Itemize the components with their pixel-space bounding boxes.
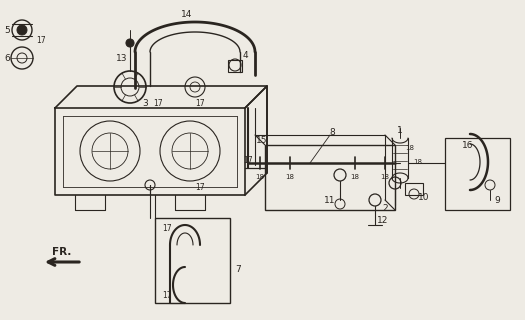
Text: FR.: FR. bbox=[52, 247, 72, 257]
Text: 11: 11 bbox=[324, 196, 336, 204]
Circle shape bbox=[126, 39, 134, 47]
Text: 18: 18 bbox=[256, 174, 265, 180]
Text: 5: 5 bbox=[4, 26, 10, 35]
Text: 9: 9 bbox=[494, 196, 500, 204]
Text: 16: 16 bbox=[462, 140, 474, 149]
Bar bbox=[265, 145, 395, 210]
Bar bbox=[155, 218, 230, 303]
Text: 17: 17 bbox=[162, 291, 172, 300]
Circle shape bbox=[17, 25, 27, 35]
Text: 1: 1 bbox=[397, 125, 403, 134]
Bar bbox=[445, 138, 510, 210]
Text: 18: 18 bbox=[351, 174, 360, 180]
Text: 10: 10 bbox=[418, 193, 430, 202]
Text: 4: 4 bbox=[242, 51, 248, 60]
Text: 17: 17 bbox=[243, 156, 253, 164]
Text: 17: 17 bbox=[195, 182, 205, 191]
Text: 6: 6 bbox=[4, 53, 10, 62]
Text: 2: 2 bbox=[382, 204, 388, 212]
Text: 18: 18 bbox=[414, 159, 423, 165]
Text: 18: 18 bbox=[381, 174, 390, 180]
Bar bbox=[405, 183, 423, 195]
Text: 17: 17 bbox=[153, 99, 163, 108]
Text: 8: 8 bbox=[329, 127, 335, 137]
Bar bbox=[228, 60, 242, 72]
Text: 18: 18 bbox=[286, 174, 295, 180]
Text: 7: 7 bbox=[235, 266, 241, 275]
Text: 14: 14 bbox=[181, 10, 193, 19]
Text: 15: 15 bbox=[256, 135, 268, 145]
Text: 3: 3 bbox=[142, 99, 148, 108]
Text: 12: 12 bbox=[377, 215, 388, 225]
Text: 18: 18 bbox=[405, 145, 415, 151]
Text: 17: 17 bbox=[162, 223, 172, 233]
Text: 17: 17 bbox=[195, 99, 205, 108]
Text: 17: 17 bbox=[36, 36, 46, 44]
Text: 13: 13 bbox=[116, 53, 128, 62]
